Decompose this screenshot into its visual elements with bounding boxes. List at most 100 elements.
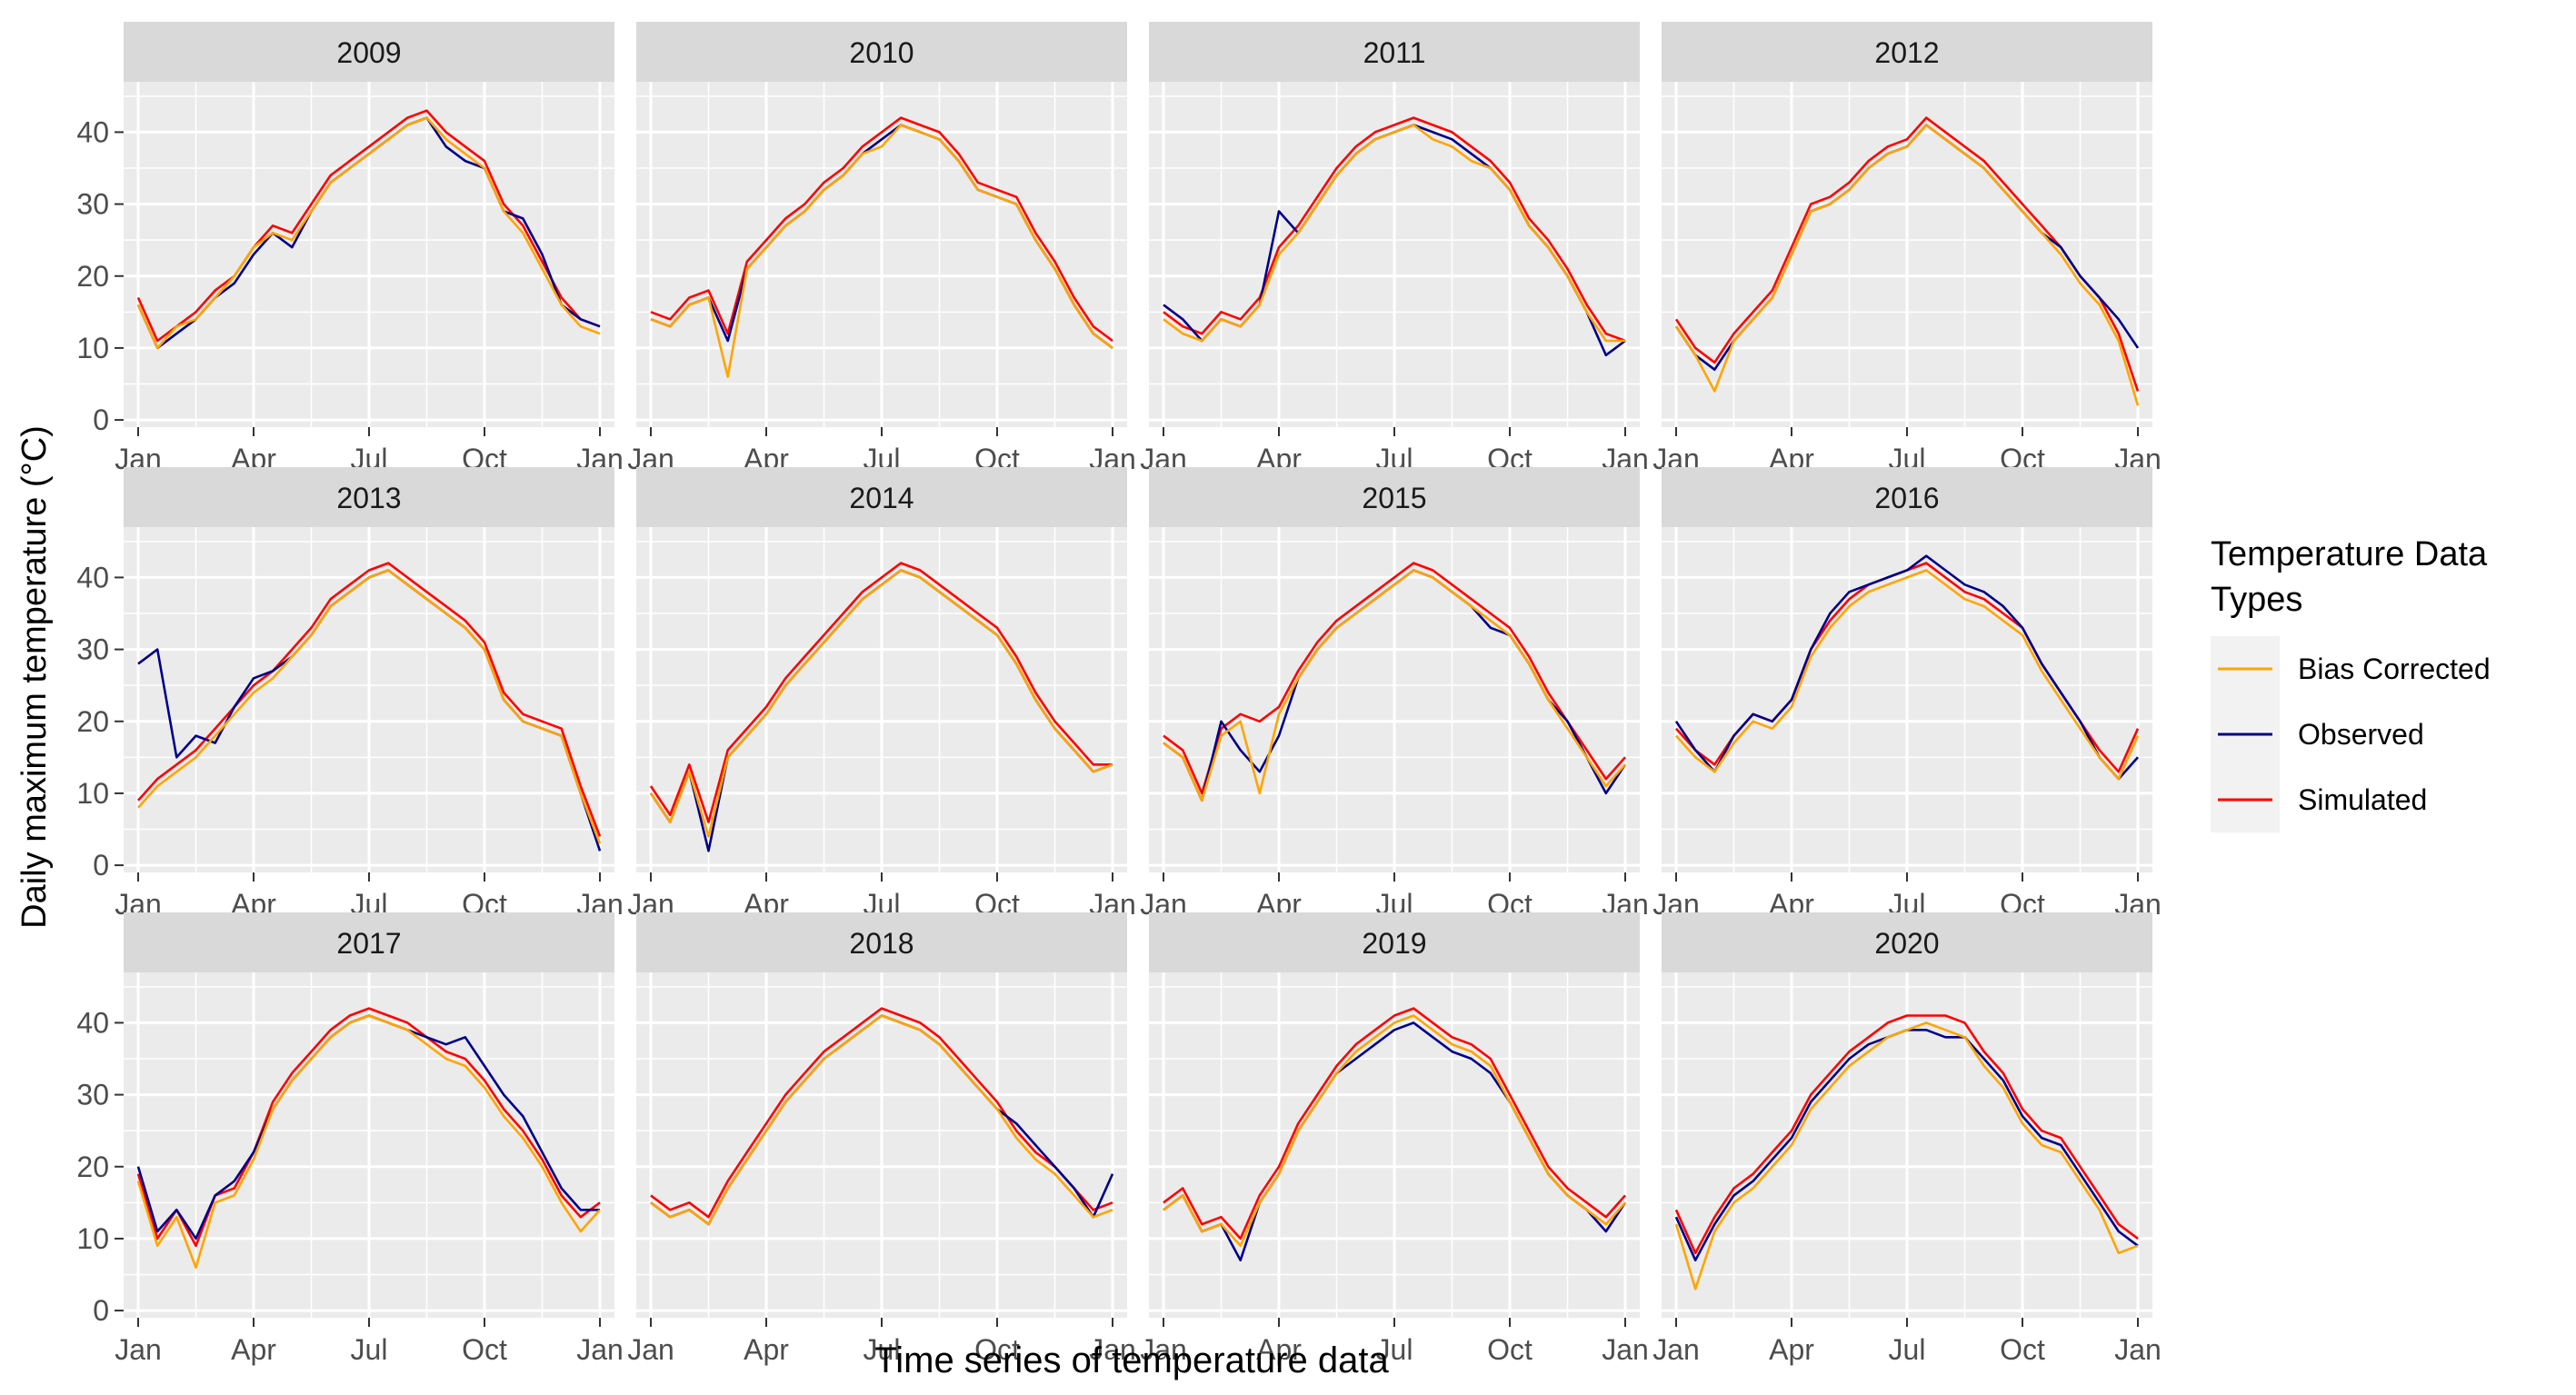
- facet-strip: [124, 467, 614, 527]
- facet-strip: [1149, 467, 1640, 527]
- series-line-simulated: [136, 109, 601, 343]
- y-tick-label: 30: [76, 1079, 109, 1111]
- y-tick-label: 10: [76, 777, 109, 810]
- x-tick-label: Apr: [231, 1333, 276, 1366]
- facet-panel-2017: 2017 0 10 20 30 40 Jan Apr Jul Oct Jan: [76, 912, 624, 1366]
- y-axis-title: Daily maximum temperature (°C): [15, 425, 54, 929]
- y-tick-label: 30: [76, 188, 109, 221]
- x-tick-label: Apr: [744, 1333, 789, 1366]
- facet-strip: [636, 467, 1127, 527]
- y-tick-label: 40: [76, 115, 109, 148]
- facet-strip-label: 2013: [336, 482, 401, 514]
- facet-strip: [124, 912, 614, 972]
- facet-strip-label: 2012: [1874, 36, 1939, 69]
- facet-strip-label: 2011: [1363, 36, 1426, 69]
- x-tick-label: Jul: [1889, 1333, 1926, 1366]
- facet-strip-label: 2015: [1362, 482, 1426, 514]
- series-line-simulated: [1674, 1014, 2139, 1255]
- series-line-simulated: [649, 562, 1113, 823]
- series-line-simulated: [1163, 116, 1626, 343]
- y-tick-label: 30: [76, 633, 109, 666]
- facet-strip: [1662, 467, 2152, 527]
- facet-panel-2018: 2018 Jan Apr Jul Oct Jan: [627, 912, 1136, 1366]
- facet-strip-label: 2019: [1362, 927, 1426, 960]
- x-tick-label: Jul: [351, 1333, 388, 1366]
- legend-item-observed: Observed: [2218, 718, 2424, 751]
- series-line-bias-corrected: [136, 116, 601, 350]
- series-line-simulated: [1163, 1007, 1626, 1241]
- facet-panel-2019: 2019 Jan Apr Jul Oct Jan: [1140, 912, 1649, 1366]
- y-tick-label: 20: [76, 705, 109, 738]
- y-tick-label: 10: [76, 1222, 109, 1255]
- legend-label: Observed: [2298, 718, 2424, 751]
- x-tick-label: Jan: [576, 1333, 624, 1366]
- legend-title-line-2: Types: [2211, 581, 2302, 619]
- series-line-bias-corrected: [1163, 569, 1626, 802]
- x-tick-label: Apr: [1769, 1333, 1814, 1366]
- series-line-bias-corrected: [650, 1014, 1113, 1226]
- facet-strip: [124, 22, 614, 82]
- x-tick-label: Jan: [115, 1333, 162, 1366]
- y-tick-label: 10: [76, 332, 109, 364]
- x-tick-label: Apr: [1256, 1333, 1302, 1366]
- series-line-observed: [1674, 554, 2139, 781]
- x-tick-label: Jan: [2114, 1333, 2162, 1366]
- y-tick-label: 20: [76, 260, 109, 293]
- facet-strip-label: 2014: [849, 482, 914, 514]
- legend-item-simulated: Simulated: [2218, 783, 2427, 816]
- x-tick-label: Oct: [2000, 1333, 2045, 1366]
- facet-strip: [636, 22, 1127, 82]
- x-tick-label: Jan: [627, 1333, 674, 1366]
- legend-label: Bias Corrected: [2298, 653, 2491, 685]
- x-axis-title: Time series of temperature data: [874, 1340, 1389, 1380]
- legend-item-bias-corrected: Bias Corrected: [2218, 653, 2491, 685]
- x-tick-label: Jan: [1140, 1333, 1187, 1366]
- series-line-bias-corrected: [1674, 1021, 2139, 1290]
- series-line-simulated: [650, 1007, 1113, 1219]
- x-tick-label: Jan: [1602, 1333, 1649, 1366]
- x-tick-label: Oct: [462, 1333, 507, 1366]
- x-tick-label: Jan: [1089, 1333, 1136, 1366]
- facet-strip: [1149, 22, 1640, 82]
- series-line-simulated: [650, 116, 1113, 343]
- facet-strip-label: 2010: [849, 36, 914, 69]
- series-line-bias-corrected: [1163, 124, 1625, 343]
- facet-strip: [1149, 912, 1640, 972]
- facet-strip-label: 2009: [336, 36, 401, 69]
- facet-strip-label: 2017: [336, 927, 401, 960]
- facet-panel-2020: 2020 Jan Apr Jul Oct Jan: [1652, 912, 2162, 1366]
- series-line-bias-corrected: [649, 569, 1113, 838]
- y-tick-label: 0: [93, 1294, 109, 1327]
- series-line-bias-corrected: [137, 569, 602, 844]
- series-line-bias-corrected: [1675, 569, 2140, 781]
- x-tick-label: Jul: [864, 1333, 901, 1366]
- y-tick-label: 0: [93, 404, 109, 436]
- y-tick-label: 40: [76, 561, 109, 593]
- facet-strip-label: 2018: [849, 927, 914, 960]
- series-line-bias-corrected: [1163, 1014, 1626, 1248]
- x-tick-label: Jul: [1376, 1333, 1413, 1366]
- series-line-bias-corrected: [136, 1014, 601, 1269]
- facet-strip-label: 2016: [1874, 482, 1939, 514]
- series-line-bias-corrected: [650, 124, 1113, 378]
- legend: Temperature Data Types Bias Corrected Obs…: [2211, 535, 2491, 832]
- facet-strip: [1662, 22, 2152, 82]
- facet-strip-label: 2020: [1874, 927, 1939, 960]
- series-line-simulated: [137, 562, 602, 837]
- x-tick-label: Jan: [1652, 1333, 1700, 1366]
- legend-label: Simulated: [2298, 783, 2427, 816]
- legend-title-line-1: Temperature Data: [2211, 535, 2488, 573]
- series-line-simulated: [1163, 562, 1626, 795]
- x-tick-label: Oct: [1487, 1333, 1533, 1366]
- x-tick-label: Oct: [974, 1333, 1020, 1366]
- y-tick-label: 0: [93, 849, 109, 882]
